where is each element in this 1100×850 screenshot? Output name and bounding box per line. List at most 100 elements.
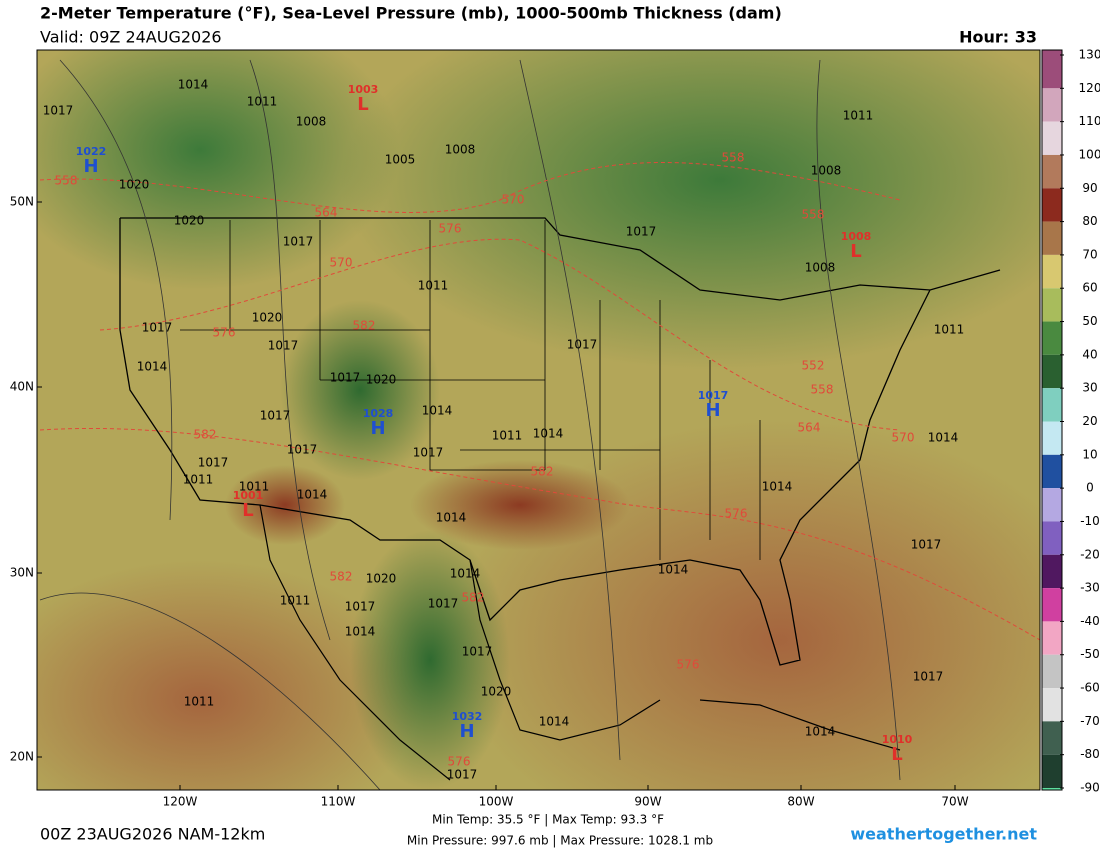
isobar-label: 1014 <box>422 404 453 418</box>
isobar-label: 1017 <box>345 600 376 614</box>
thickness-label: 582 <box>531 465 554 479</box>
colorbar-frame <box>1041 49 1063 791</box>
isobar-label: 1011 <box>247 95 278 109</box>
colorbar-tick-label: 50 <box>1082 314 1097 328</box>
coastline-border <box>119 217 1001 666</box>
site-credit: weathertogether.net <box>850 825 1037 844</box>
isobar-label: 1020 <box>174 214 205 228</box>
lon-label: 110W <box>321 795 356 809</box>
colorbar-tick-label: -20 <box>1080 547 1100 561</box>
isobar <box>39 59 901 790</box>
colorbar-band <box>1042 621 1062 655</box>
colorbar-tick-label: -70 <box>1080 714 1100 728</box>
colorbar-tick-label: 40 <box>1082 347 1097 361</box>
lat-label: 30N <box>10 566 34 580</box>
isobar-label: 1017 <box>413 446 444 460</box>
colorbar-tick-label: 70 <box>1082 247 1097 261</box>
colorbar-tick-label: 60 <box>1082 281 1097 295</box>
colorbar-band <box>1042 421 1062 455</box>
isobar-label: 1014 <box>436 511 467 525</box>
colorbar-tick-label: -90 <box>1080 781 1100 795</box>
isobar-label: 1017 <box>268 339 299 353</box>
low-center-pressure: 1008 <box>841 230 872 243</box>
thickness-label: 582 <box>330 570 353 584</box>
thickness-label: 558 <box>722 151 745 165</box>
colorbar-band <box>1042 588 1062 622</box>
thickness-label: 576 <box>677 658 700 672</box>
isobar-label: 1008 <box>445 143 476 157</box>
isobar-label: 1014 <box>928 431 959 445</box>
isobar-label: 1011 <box>934 323 965 337</box>
valid-time: Valid: 09Z 24AUG2026 <box>40 28 222 47</box>
colorbar-band <box>1042 788 1062 790</box>
colorbar-band <box>1042 221 1062 255</box>
isobar-label: 1011 <box>239 480 270 494</box>
isobar-label: 1017 <box>142 321 173 335</box>
colorbar-band <box>1042 154 1062 189</box>
isobar-label: 1017 <box>447 768 478 782</box>
thickness-label: 552 <box>802 359 825 373</box>
isobar-label: 1008 <box>811 164 842 178</box>
warm-region <box>37 560 420 790</box>
high-center-letter: H <box>83 156 98 177</box>
colorbar-band <box>1042 88 1062 122</box>
colorbar-band <box>1042 721 1062 755</box>
isobar-label: 1017 <box>911 538 942 552</box>
colorbar-tick-label: 20 <box>1082 414 1097 428</box>
map-frame <box>36 49 1041 791</box>
isobar-label: 1014 <box>762 480 793 494</box>
isobar-label: 1014 <box>539 715 570 729</box>
high-center-letter: H <box>705 400 720 421</box>
isobar-label: 1014 <box>345 625 376 639</box>
colorbar-band <box>1042 354 1062 389</box>
thickness-label: 576 <box>448 755 471 769</box>
isobar-label: 1017 <box>43 104 74 118</box>
hot-region <box>410 460 630 550</box>
lon-label: 120W <box>163 795 198 809</box>
low-center-letter: L <box>357 94 368 115</box>
lat-label: 40N <box>10 380 34 394</box>
cool-region <box>340 50 1040 370</box>
lon-label: 90W <box>634 795 661 809</box>
colorbar-band <box>1042 121 1062 155</box>
colorbar-band <box>1042 254 1062 289</box>
lat-label: 50N <box>10 195 34 209</box>
hot-region <box>225 465 345 545</box>
colorbar-band <box>1042 688 1062 722</box>
colorbar-tick-label: 0 <box>1086 481 1094 495</box>
thickness-label: 564 <box>798 421 821 435</box>
thickness-label: 576 <box>213 326 236 340</box>
thickness-label: 570 <box>502 193 525 207</box>
isobar-label: 1017 <box>330 371 361 385</box>
thickness-label: 576 <box>725 507 748 521</box>
isobar-label: 1014 <box>178 78 209 92</box>
isobar-label: 1005 <box>385 153 416 167</box>
colorbar-band <box>1042 454 1062 489</box>
coastline <box>259 504 901 781</box>
colorbar-tick-label: -30 <box>1080 581 1100 595</box>
thickness-label: 564 <box>315 206 338 220</box>
isobar-label: 1011 <box>843 109 874 123</box>
map-title: 2-Meter Temperature (°F), Sea-Level Pres… <box>40 4 782 23</box>
isobar-label: 1017 <box>913 670 944 684</box>
thickness-label: 570 <box>892 431 915 445</box>
colorbar-tick-label: 30 <box>1082 381 1097 395</box>
isobar-label: 1020 <box>119 178 150 192</box>
isobar-label: 1017 <box>567 338 598 352</box>
thickness-label: 558 <box>55 174 78 188</box>
isobar-label: 1020 <box>366 373 397 387</box>
colorbar-tick-label: 110 <box>1079 114 1100 128</box>
colorbar-tick-label: -50 <box>1080 647 1100 661</box>
isobar-label: 1017 <box>283 235 314 249</box>
isobar-label: 1011 <box>184 695 215 709</box>
isobar-label: 1014 <box>805 725 836 739</box>
isobar-label: 1014 <box>658 563 689 577</box>
lon-label: 100W <box>479 795 514 809</box>
isobar-label: 1014 <box>450 567 481 581</box>
min-max-temp: Min Temp: 35.5 °F | Max Temp: 93.3 °F <box>432 813 664 827</box>
colorbar-tick-label: -80 <box>1080 747 1100 761</box>
thickness-label: 582 <box>194 428 217 442</box>
high-center-pressure: 1022 <box>76 145 107 158</box>
thickness-label: 582 <box>462 591 485 605</box>
isobar-label: 1011 <box>183 473 214 487</box>
